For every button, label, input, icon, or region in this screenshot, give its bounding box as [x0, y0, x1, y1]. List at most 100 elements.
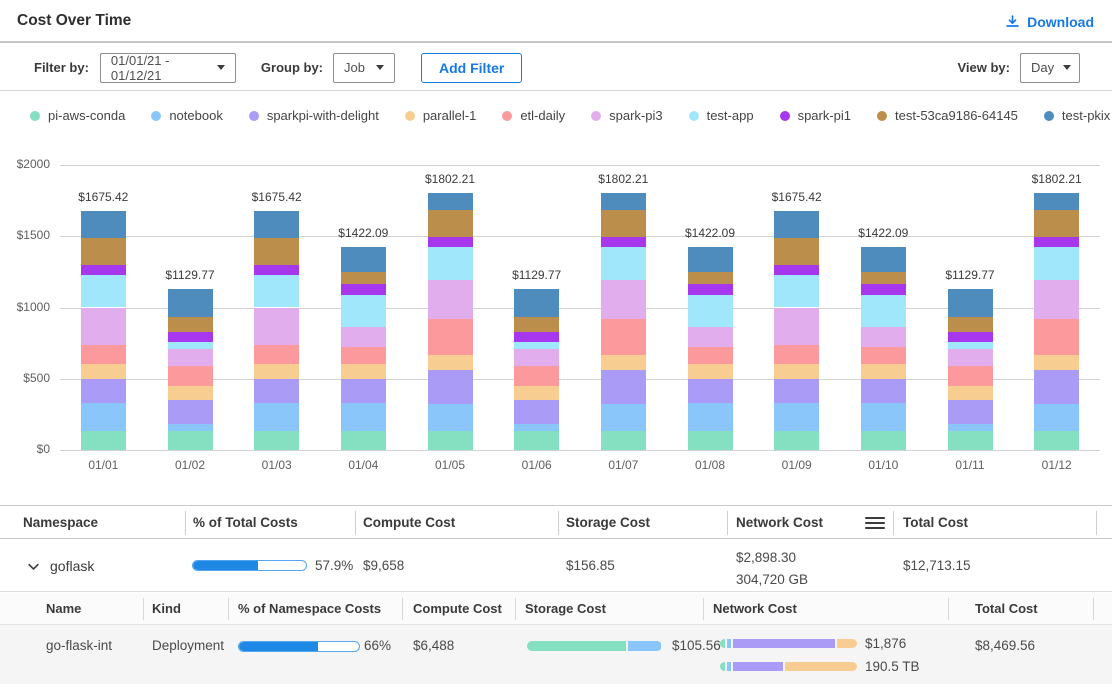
bar-segment-spark-pi1[interactable]	[168, 332, 213, 342]
bar-segment-parallel-1[interactable]	[774, 364, 819, 378]
legend-item-test-53ca9186-64145[interactable]: test-53ca9186-64145	[877, 108, 1018, 123]
bar-segment-spark-pi1[interactable]	[514, 332, 559, 342]
bar-segment-spark-pi1[interactable]	[861, 284, 906, 295]
bar-segment-parallel-1[interactable]	[341, 364, 386, 379]
bar-segment-notebook[interactable]	[168, 424, 213, 431]
legend-item-pi-aws-conda[interactable]: pi-aws-conda	[30, 108, 125, 123]
bar-segment-parallel-1[interactable]	[168, 386, 213, 400]
bar-segment-test-pkix[interactable]	[254, 211, 299, 237]
bar-segment-test-pkix[interactable]	[861, 247, 906, 272]
view-by-select[interactable]: Day	[1020, 53, 1080, 83]
bar-segment-etl-daily[interactable]	[861, 347, 906, 363]
bar-segment-test-pkix[interactable]	[1034, 193, 1079, 210]
bar-segment-parallel-1[interactable]	[81, 364, 126, 378]
bar-segment-sparkpi-with-delight[interactable]	[688, 379, 733, 403]
bar-segment-spark-pi3[interactable]	[168, 349, 213, 366]
bar-segment-parallel-1[interactable]	[428, 355, 473, 370]
bar-segment-pi-aws-conda[interactable]	[514, 431, 559, 450]
date-range-select[interactable]: 01/01/21 - 01/12/21	[100, 53, 236, 83]
bar-segment-test-pkix[interactable]	[688, 247, 733, 272]
bar-segment-spark-pi1[interactable]	[254, 265, 299, 275]
bar-01/06[interactable]	[514, 289, 559, 450]
bar-segment-test-pkix[interactable]	[948, 289, 993, 317]
bar-segment-parallel-1[interactable]	[254, 364, 299, 378]
bar-segment-test-app[interactable]	[688, 295, 733, 327]
bar-segment-etl-daily[interactable]	[341, 347, 386, 363]
bar-segment-parallel-1[interactable]	[601, 355, 646, 370]
legend-item-sparkpi-with-delight[interactable]: sparkpi-with-delight	[249, 108, 379, 123]
bar-segment-spark-pi3[interactable]	[861, 327, 906, 347]
bar-segment-notebook[interactable]	[514, 424, 559, 431]
bar-segment-parallel-1[interactable]	[861, 364, 906, 379]
bar-segment-test-pkix[interactable]	[341, 247, 386, 272]
bar-segment-test-53ca9186-64145[interactable]	[948, 317, 993, 331]
bar-segment-sparkpi-with-delight[interactable]	[341, 379, 386, 403]
bar-segment-notebook[interactable]	[774, 403, 819, 432]
bar-segment-spark-pi1[interactable]	[688, 284, 733, 295]
bar-segment-test-app[interactable]	[428, 247, 473, 280]
bar-segment-notebook[interactable]	[948, 424, 993, 431]
bar-segment-pi-aws-conda[interactable]	[861, 431, 906, 450]
bar-segment-notebook[interactable]	[601, 404, 646, 431]
namespace-row-goflask[interactable]: goflask 57.9% $9,658 $156.85 $2,898.30 3…	[0, 540, 1112, 592]
bar-01/11[interactable]	[948, 289, 993, 450]
bar-segment-pi-aws-conda[interactable]	[341, 431, 386, 450]
bar-segment-test-app[interactable]	[168, 342, 213, 349]
bar-segment-test-53ca9186-64145[interactable]	[774, 238, 819, 265]
bar-segment-test-53ca9186-64145[interactable]	[254, 238, 299, 265]
bar-segment-spark-pi1[interactable]	[81, 265, 126, 275]
bar-segment-spark-pi3[interactable]	[1034, 280, 1079, 318]
bar-01/04[interactable]	[341, 247, 386, 450]
bar-segment-etl-daily[interactable]	[1034, 319, 1079, 355]
bar-segment-test-53ca9186-64145[interactable]	[168, 317, 213, 331]
bar-segment-etl-daily[interactable]	[254, 345, 299, 365]
bar-segment-test-53ca9186-64145[interactable]	[1034, 210, 1079, 237]
add-filter-button[interactable]: Add Filter	[421, 53, 522, 83]
legend-item-test-app[interactable]: test-app	[689, 108, 754, 123]
bar-segment-etl-daily[interactable]	[168, 366, 213, 386]
bar-segment-test-53ca9186-64145[interactable]	[341, 272, 386, 284]
bar-segment-test-app[interactable]	[774, 275, 819, 308]
bar-segment-etl-daily[interactable]	[514, 366, 559, 386]
bar-segment-test-app[interactable]	[1034, 247, 1079, 280]
bar-segment-sparkpi-with-delight[interactable]	[861, 379, 906, 403]
bar-segment-parallel-1[interactable]	[514, 386, 559, 400]
download-button[interactable]: Download	[1005, 0, 1094, 43]
bar-01/09[interactable]	[774, 211, 819, 450]
bar-segment-test-53ca9186-64145[interactable]	[601, 210, 646, 237]
legend-item-spark-pi3[interactable]: spark-pi3	[591, 108, 662, 123]
bar-segment-parallel-1[interactable]	[688, 364, 733, 379]
bar-segment-spark-pi3[interactable]	[81, 308, 126, 345]
bar-segment-spark-pi3[interactable]	[428, 280, 473, 318]
bar-segment-pi-aws-conda[interactable]	[774, 431, 819, 450]
bar-01/07[interactable]	[601, 193, 646, 450]
bar-segment-sparkpi-with-delight[interactable]	[428, 370, 473, 403]
bar-segment-test-53ca9186-64145[interactable]	[514, 317, 559, 331]
bar-segment-sparkpi-with-delight[interactable]	[601, 370, 646, 403]
bar-segment-spark-pi3[interactable]	[601, 280, 646, 318]
legend-item-etl-daily[interactable]: etl-daily	[502, 108, 565, 123]
bar-01/12[interactable]	[1034, 193, 1079, 450]
bar-segment-test-pkix[interactable]	[81, 211, 126, 237]
bar-01/01[interactable]	[81, 211, 126, 450]
bar-segment-notebook[interactable]	[341, 403, 386, 431]
bar-segment-test-pkix[interactable]	[601, 193, 646, 210]
bar-segment-spark-pi1[interactable]	[948, 332, 993, 342]
bar-01/10[interactable]	[861, 247, 906, 450]
bar-segment-pi-aws-conda[interactable]	[81, 431, 126, 450]
bar-segment-pi-aws-conda[interactable]	[688, 431, 733, 450]
bar-segment-spark-pi1[interactable]	[428, 237, 473, 247]
bar-segment-spark-pi3[interactable]	[254, 308, 299, 345]
bar-segment-test-pkix[interactable]	[168, 289, 213, 317]
bar-01/05[interactable]	[428, 193, 473, 450]
bar-01/03[interactable]	[254, 211, 299, 450]
bar-segment-sparkpi-with-delight[interactable]	[774, 379, 819, 403]
bar-segment-spark-pi3[interactable]	[948, 349, 993, 366]
bar-segment-sparkpi-with-delight[interactable]	[948, 400, 993, 424]
bar-segment-test-app[interactable]	[948, 342, 993, 349]
group-by-select[interactable]: Job	[333, 53, 395, 83]
bar-segment-etl-daily[interactable]	[428, 319, 473, 355]
legend-item-parallel-1[interactable]: parallel-1	[405, 108, 476, 123]
bar-segment-spark-pi1[interactable]	[774, 265, 819, 275]
bar-segment-notebook[interactable]	[428, 404, 473, 431]
